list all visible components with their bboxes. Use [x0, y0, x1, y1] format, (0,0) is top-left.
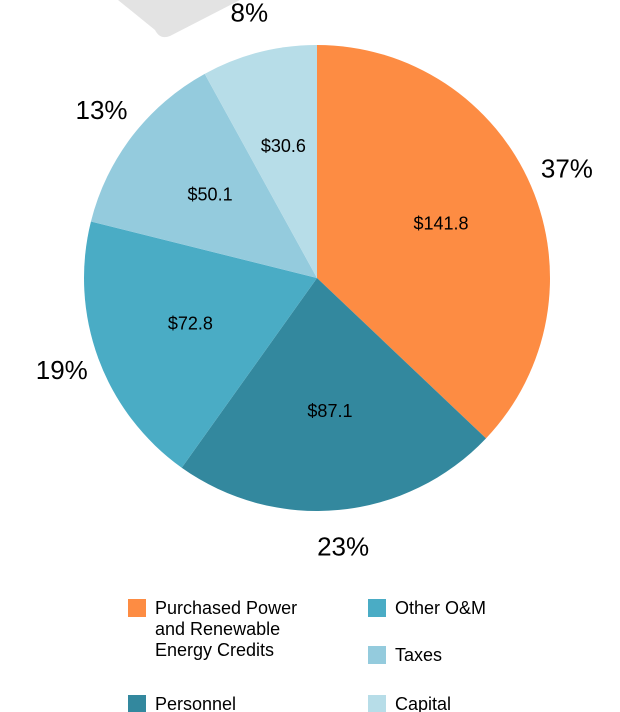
pie-slice: [204, 45, 317, 278]
value-label: $72.8: [168, 313, 213, 333]
legend-item: Purchased Power and Renewable Energy Cre…: [128, 598, 325, 661]
value-label: $87.1: [307, 401, 352, 421]
legend-swatch: [368, 646, 386, 664]
legend-item: Taxes: [368, 645, 595, 666]
legend-swatch: [368, 599, 386, 617]
pie-slice: [317, 45, 550, 439]
legend-swatch: [128, 695, 146, 712]
percent-label: 19%: [36, 355, 88, 385]
pie-slice: [181, 278, 487, 511]
legend-label: Purchased Power and Renewable Energy Cre…: [155, 598, 298, 660]
legend-swatch: [128, 599, 146, 617]
legend-item: Other O&M: [368, 598, 595, 619]
value-label: $30.6: [261, 136, 306, 156]
percent-label: 23%: [317, 532, 369, 562]
pie-slice: [90, 73, 317, 278]
value-label: $141.8: [414, 213, 469, 233]
legend-item: Personnel: [128, 694, 325, 712]
legend-label: Other O&M: [395, 598, 487, 618]
percent-label: 37%: [541, 153, 593, 183]
legend-label: Taxes: [395, 645, 443, 665]
legend-item: Capital: [368, 694, 595, 712]
legend-label: Personnel: [155, 694, 237, 712]
legend-swatch: [368, 695, 386, 712]
pie-slice: [84, 221, 317, 468]
percent-label: 8%: [231, 0, 269, 27]
percent-label: 13%: [76, 95, 128, 125]
decoration: [118, 0, 240, 38]
value-label: $50.1: [188, 184, 233, 204]
legend-label: Capital: [395, 694, 452, 712]
